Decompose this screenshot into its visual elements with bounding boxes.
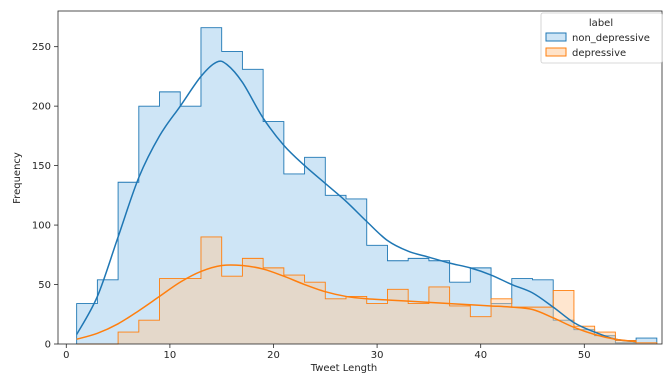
plot-area bbox=[75, 27, 658, 345]
y-axis-label: Frequency bbox=[12, 152, 23, 204]
legend-frame bbox=[540, 12, 663, 64]
x-tick-label-50: 50 bbox=[578, 350, 591, 361]
y-tick-label-0: 0 bbox=[45, 340, 51, 351]
x-tick-label-30: 30 bbox=[371, 350, 384, 361]
y-tick-label-150: 150 bbox=[32, 161, 51, 172]
series-depressive bbox=[76, 236, 658, 345]
x-tick-label-40: 40 bbox=[474, 350, 487, 361]
x-axis-label: Tweet Length bbox=[310, 363, 378, 374]
y-tick-label-100: 100 bbox=[32, 221, 51, 232]
legend-swatch-depressive bbox=[545, 47, 567, 57]
y-tick-label-200: 200 bbox=[32, 102, 51, 113]
kde-line-depressive bbox=[76, 264, 637, 343]
x-tick-label-0: 0 bbox=[63, 350, 69, 361]
plot-frame bbox=[57, 10, 663, 345]
x-tick-label-10: 10 bbox=[164, 350, 177, 361]
axes: 0 10 20 30 40 50 0 50 100 150 200 250 bbox=[32, 10, 663, 361]
legend-entry-depressive: depressive bbox=[572, 48, 626, 59]
legend: label non_depressive depressive bbox=[540, 12, 663, 64]
x-tick-label-20: 20 bbox=[267, 350, 280, 361]
legend-title: label bbox=[589, 18, 613, 29]
y-tick-label-50: 50 bbox=[38, 280, 51, 291]
hist-outline-depressive bbox=[76, 236, 658, 345]
legend-swatch-non-depressive bbox=[545, 32, 567, 42]
kde-line-non_depressive bbox=[75, 60, 637, 343]
y-tick-label-250: 250 bbox=[32, 42, 51, 53]
legend-entry-non-depressive: non_depressive bbox=[572, 33, 650, 44]
